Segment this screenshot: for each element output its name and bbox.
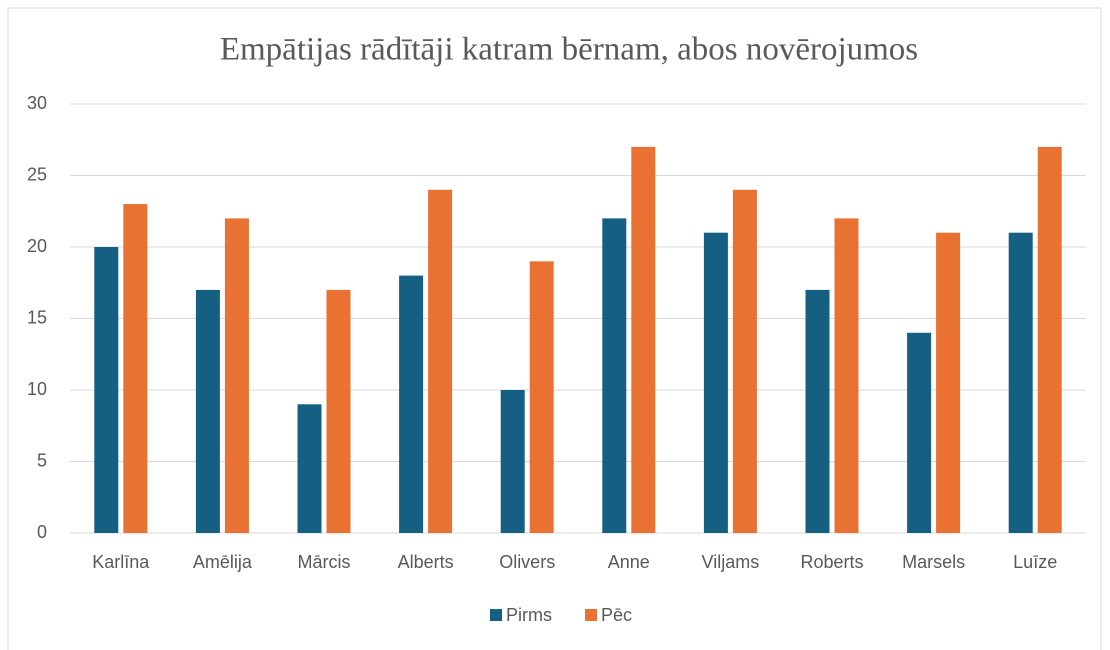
x-tick-label: Anne [608, 552, 650, 572]
bar [94, 247, 119, 533]
bar [326, 289, 351, 533]
x-tick-label: Alberts [398, 552, 454, 572]
chart-title: Empātijas rādītāji katram bērnam, abos n… [220, 32, 918, 68]
bar [224, 218, 249, 533]
bar [428, 189, 453, 534]
bar [123, 204, 148, 533]
legend-swatch [585, 609, 597, 621]
bar [907, 332, 932, 533]
bar [529, 261, 554, 533]
x-tick-label: Karlīna [92, 552, 150, 572]
legend-swatch [490, 609, 502, 621]
bar [936, 232, 961, 533]
y-tick-label: 25 [27, 164, 47, 184]
bar [631, 146, 656, 533]
y-tick-label: 10 [27, 379, 47, 399]
chart-border [7, 7, 1102, 650]
bar [1008, 232, 1033, 533]
x-tick-label: Luīze [1013, 552, 1057, 572]
x-tick-label: Olivers [499, 552, 555, 572]
bar [703, 232, 728, 533]
bar [297, 404, 322, 533]
y-tick-label: 30 [27, 93, 47, 113]
bar [195, 289, 220, 533]
bar [500, 390, 525, 533]
x-tick-label: Amēlija [193, 552, 253, 572]
y-tick-label: 20 [27, 236, 47, 256]
bar [834, 218, 859, 533]
bar [1037, 146, 1062, 533]
x-tick-label: Mārcis [298, 552, 351, 572]
bar [399, 275, 424, 533]
bar [732, 189, 757, 534]
bar [602, 218, 627, 533]
x-tick-label: Marsels [902, 552, 965, 572]
x-tick-label: Viljams [702, 552, 760, 572]
y-tick-label: 15 [27, 307, 47, 327]
legend-label: Pirms [506, 605, 552, 625]
bar [805, 289, 830, 533]
y-tick-label: 0 [37, 522, 47, 542]
legend-label: Pēc [601, 605, 632, 625]
y-tick-label: 5 [37, 450, 47, 470]
x-tick-label: Roberts [800, 552, 863, 572]
